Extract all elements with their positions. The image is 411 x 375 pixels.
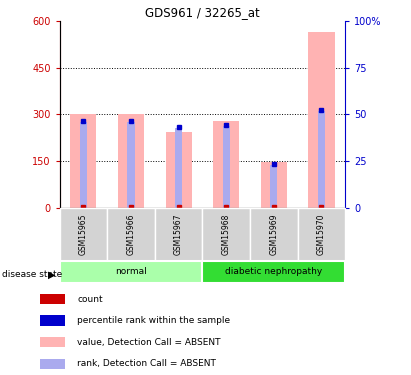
Bar: [166, 132, 192, 208]
Bar: [127, 122, 134, 208]
Bar: [107, 208, 155, 261]
Bar: [223, 126, 230, 208]
Text: value, Detection Call = ABSENT: value, Detection Call = ABSENT: [77, 338, 221, 347]
Bar: [40, 315, 65, 326]
Bar: [155, 208, 202, 261]
Text: percentile rank within the sample: percentile rank within the sample: [77, 316, 231, 325]
Bar: [70, 114, 97, 208]
Text: GSM15966: GSM15966: [127, 214, 136, 255]
Bar: [202, 261, 345, 283]
Text: rank, Detection Call = ABSENT: rank, Detection Call = ABSENT: [77, 359, 216, 368]
Text: diabetic nephropathy: diabetic nephropathy: [225, 267, 323, 276]
Title: GDS961 / 32265_at: GDS961 / 32265_at: [145, 6, 260, 20]
Text: GSM15967: GSM15967: [174, 214, 183, 255]
Text: GSM15968: GSM15968: [222, 214, 231, 255]
Text: GSM15969: GSM15969: [269, 214, 278, 255]
Bar: [318, 111, 325, 208]
Bar: [175, 128, 182, 208]
Text: normal: normal: [115, 267, 147, 276]
Bar: [261, 162, 287, 208]
Text: GSM15970: GSM15970: [317, 214, 326, 255]
Bar: [60, 261, 202, 283]
Bar: [60, 208, 107, 261]
Bar: [118, 114, 144, 208]
Bar: [202, 208, 250, 261]
Bar: [270, 165, 277, 208]
Bar: [298, 208, 345, 261]
Bar: [213, 121, 239, 208]
Text: count: count: [77, 295, 103, 304]
Bar: [250, 208, 298, 261]
Bar: [40, 337, 65, 347]
Bar: [40, 294, 65, 304]
Bar: [80, 122, 87, 208]
Bar: [308, 32, 335, 208]
Bar: [40, 358, 65, 369]
Text: GSM15965: GSM15965: [79, 214, 88, 255]
Text: ▶: ▶: [48, 270, 55, 279]
Text: disease state: disease state: [2, 270, 62, 279]
